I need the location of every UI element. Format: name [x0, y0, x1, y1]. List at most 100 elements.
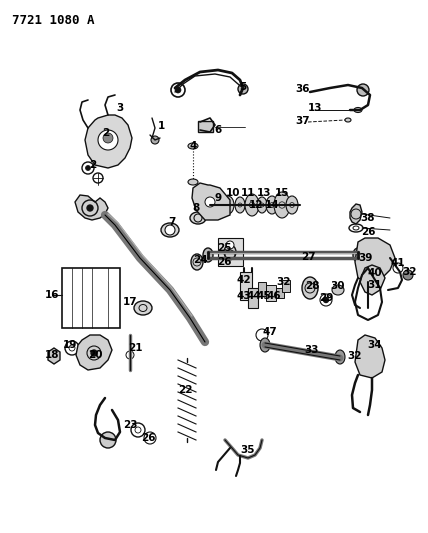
- Text: 36: 36: [296, 84, 310, 94]
- Text: 47: 47: [263, 327, 277, 337]
- Text: 33: 33: [305, 345, 319, 355]
- Ellipse shape: [245, 194, 259, 216]
- Ellipse shape: [332, 285, 344, 295]
- Ellipse shape: [345, 118, 351, 122]
- Text: 13: 13: [308, 103, 322, 113]
- Circle shape: [151, 136, 159, 144]
- Text: 43: 43: [237, 291, 251, 301]
- Bar: [240, 272, 252, 300]
- Text: 27: 27: [301, 252, 315, 262]
- Circle shape: [165, 225, 175, 235]
- Polygon shape: [75, 195, 108, 220]
- Polygon shape: [355, 238, 395, 282]
- Text: 4: 4: [189, 141, 197, 151]
- Ellipse shape: [134, 301, 152, 315]
- Polygon shape: [198, 121, 213, 132]
- Ellipse shape: [260, 338, 270, 352]
- Text: 26: 26: [361, 227, 375, 237]
- Text: 40: 40: [368, 268, 382, 278]
- Text: 23: 23: [123, 420, 137, 430]
- Circle shape: [205, 197, 215, 207]
- Ellipse shape: [354, 108, 362, 112]
- Bar: [62, 268, 120, 328]
- Text: 38: 38: [361, 213, 375, 223]
- Bar: [276, 288, 284, 298]
- Bar: [258, 282, 266, 296]
- Circle shape: [100, 432, 116, 448]
- Text: 24: 24: [193, 255, 207, 265]
- Ellipse shape: [286, 196, 298, 214]
- Text: 26: 26: [217, 257, 231, 267]
- Text: 15: 15: [275, 188, 289, 198]
- Text: 16: 16: [45, 290, 59, 300]
- Text: 5: 5: [239, 82, 247, 92]
- Text: 18: 18: [45, 350, 59, 360]
- Ellipse shape: [353, 248, 363, 262]
- Bar: [282, 280, 290, 292]
- Text: 32: 32: [403, 267, 417, 277]
- Text: 13: 13: [257, 188, 271, 198]
- Text: 1: 1: [158, 121, 165, 131]
- Ellipse shape: [257, 197, 267, 213]
- Text: 7: 7: [168, 217, 175, 227]
- Circle shape: [175, 87, 181, 93]
- Text: 25: 25: [217, 243, 231, 253]
- Polygon shape: [48, 348, 60, 364]
- Circle shape: [86, 166, 90, 171]
- Text: 28: 28: [305, 281, 319, 291]
- Text: 29: 29: [319, 293, 333, 303]
- Text: 19: 19: [63, 340, 77, 350]
- Bar: [248, 288, 258, 308]
- Polygon shape: [85, 115, 132, 168]
- Text: 17: 17: [123, 297, 137, 307]
- Text: 37: 37: [296, 116, 310, 126]
- Text: 32: 32: [348, 351, 362, 361]
- Polygon shape: [76, 335, 112, 370]
- Circle shape: [103, 133, 113, 143]
- Polygon shape: [192, 183, 230, 220]
- Circle shape: [87, 205, 93, 211]
- Bar: [218, 238, 243, 266]
- Ellipse shape: [235, 197, 245, 213]
- Text: 22: 22: [178, 385, 192, 395]
- Ellipse shape: [161, 223, 179, 237]
- Text: 42: 42: [237, 275, 251, 285]
- Text: 34: 34: [368, 340, 382, 350]
- Text: 12: 12: [249, 200, 263, 210]
- Ellipse shape: [222, 196, 234, 214]
- Text: 32: 32: [277, 277, 291, 287]
- Text: 45: 45: [257, 291, 271, 301]
- Text: 30: 30: [331, 281, 345, 291]
- Ellipse shape: [188, 143, 198, 149]
- Text: 9: 9: [214, 193, 222, 203]
- Text: 10: 10: [226, 188, 240, 198]
- Text: 44: 44: [247, 291, 262, 301]
- Text: 2: 2: [89, 160, 97, 170]
- Text: 8: 8: [192, 203, 199, 213]
- Text: 41: 41: [391, 258, 405, 268]
- Text: 35: 35: [241, 445, 255, 455]
- Circle shape: [357, 84, 369, 96]
- Circle shape: [91, 350, 97, 356]
- Text: 2: 2: [102, 128, 110, 138]
- Text: 7721 1080 A: 7721 1080 A: [12, 14, 95, 27]
- Ellipse shape: [302, 277, 318, 299]
- Text: 6: 6: [214, 125, 222, 135]
- Ellipse shape: [266, 196, 278, 214]
- Ellipse shape: [224, 245, 236, 259]
- Text: 14: 14: [265, 200, 279, 210]
- Ellipse shape: [335, 350, 345, 364]
- Text: 39: 39: [359, 253, 373, 263]
- Text: 11: 11: [241, 188, 255, 198]
- Text: 26: 26: [141, 433, 155, 443]
- Polygon shape: [350, 204, 362, 224]
- Ellipse shape: [203, 248, 213, 262]
- Circle shape: [238, 84, 248, 94]
- Ellipse shape: [190, 212, 206, 224]
- Text: 46: 46: [267, 291, 281, 301]
- Ellipse shape: [211, 201, 225, 219]
- Text: 20: 20: [88, 350, 102, 360]
- Ellipse shape: [274, 192, 290, 218]
- Circle shape: [226, 241, 234, 249]
- Circle shape: [403, 270, 413, 280]
